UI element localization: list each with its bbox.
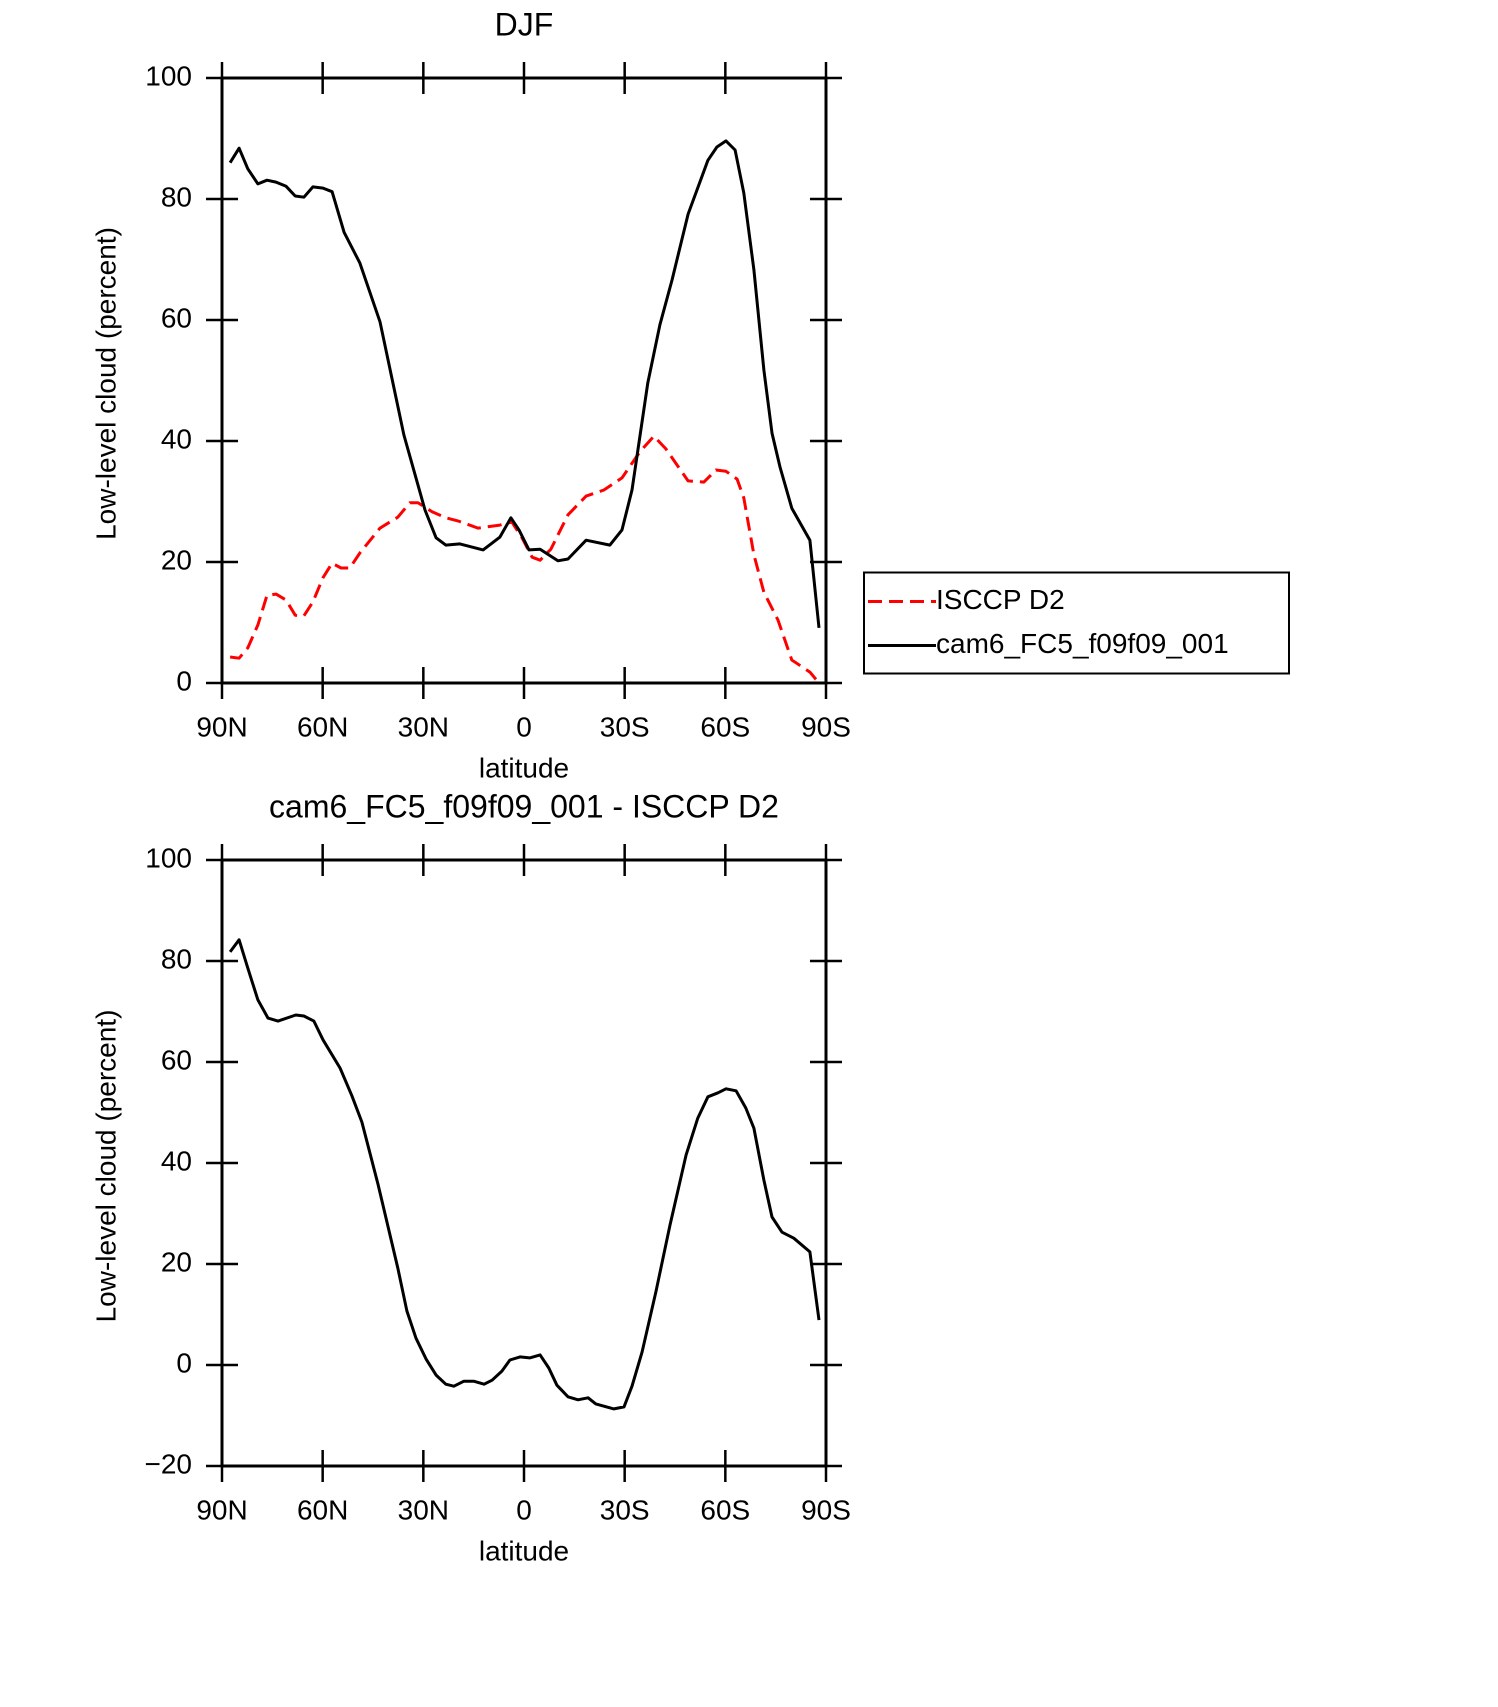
y-tick-label: 100: [145, 842, 192, 873]
x-tick-label: 90S: [801, 711, 851, 742]
y-tick-label: 0: [176, 665, 192, 696]
x-tick-label: 60S: [700, 711, 750, 742]
data-line: [228, 139, 821, 629]
y-tick-label: 60: [161, 1044, 192, 1075]
y-tick-label: 60: [161, 302, 192, 333]
legend-label: cam6_FC5_f09f09_001: [936, 628, 1229, 659]
y-tick-label: 100: [145, 60, 192, 91]
x-tick-label: 30N: [398, 1494, 449, 1525]
y-tick-label: 0: [176, 1347, 192, 1378]
y-tick-label: 80: [161, 181, 192, 212]
legend-box: [863, 571, 1290, 675]
data-line: [228, 938, 821, 1411]
x-tick-label: 90N: [196, 711, 247, 742]
x-tick-label: 30S: [600, 1494, 650, 1525]
y-tick-label: 40: [161, 423, 192, 454]
x-tick-label: 30S: [600, 711, 650, 742]
plot-frame: [220, 858, 828, 1468]
x-tick-label: 60S: [700, 1494, 750, 1525]
y-tick-label: 80: [161, 943, 192, 974]
x-tick-label: 60N: [297, 711, 348, 742]
legend-label: ISCCP D2: [936, 584, 1065, 615]
y-axis-label: Low-level cloud (percent): [90, 1010, 121, 1323]
y-tick-label: 20: [161, 544, 192, 575]
x-tick-label: 90S: [801, 1494, 851, 1525]
chart-title: cam6_FC5_f09f09_001 - ISCCP D2: [269, 788, 779, 824]
x-axis-label: latitude: [479, 1535, 569, 1566]
y-tick-label: 20: [161, 1246, 192, 1277]
x-tick-label: 30N: [398, 711, 449, 742]
x-tick-label: 60N: [297, 1494, 348, 1525]
y-tick-label: −20: [145, 1448, 193, 1479]
chart-title: DJF: [495, 6, 554, 42]
plot-frame: [220, 76, 828, 685]
data-line: [229, 434, 821, 684]
y-tick-label: 40: [161, 1145, 192, 1176]
y-axis-label: Low-level cloud (percent): [90, 227, 121, 540]
x-tick-label: 90N: [196, 1494, 247, 1525]
x-tick-label: 0: [516, 711, 532, 742]
x-axis-label: latitude: [479, 752, 569, 783]
x-tick-label: 0: [516, 1494, 532, 1525]
